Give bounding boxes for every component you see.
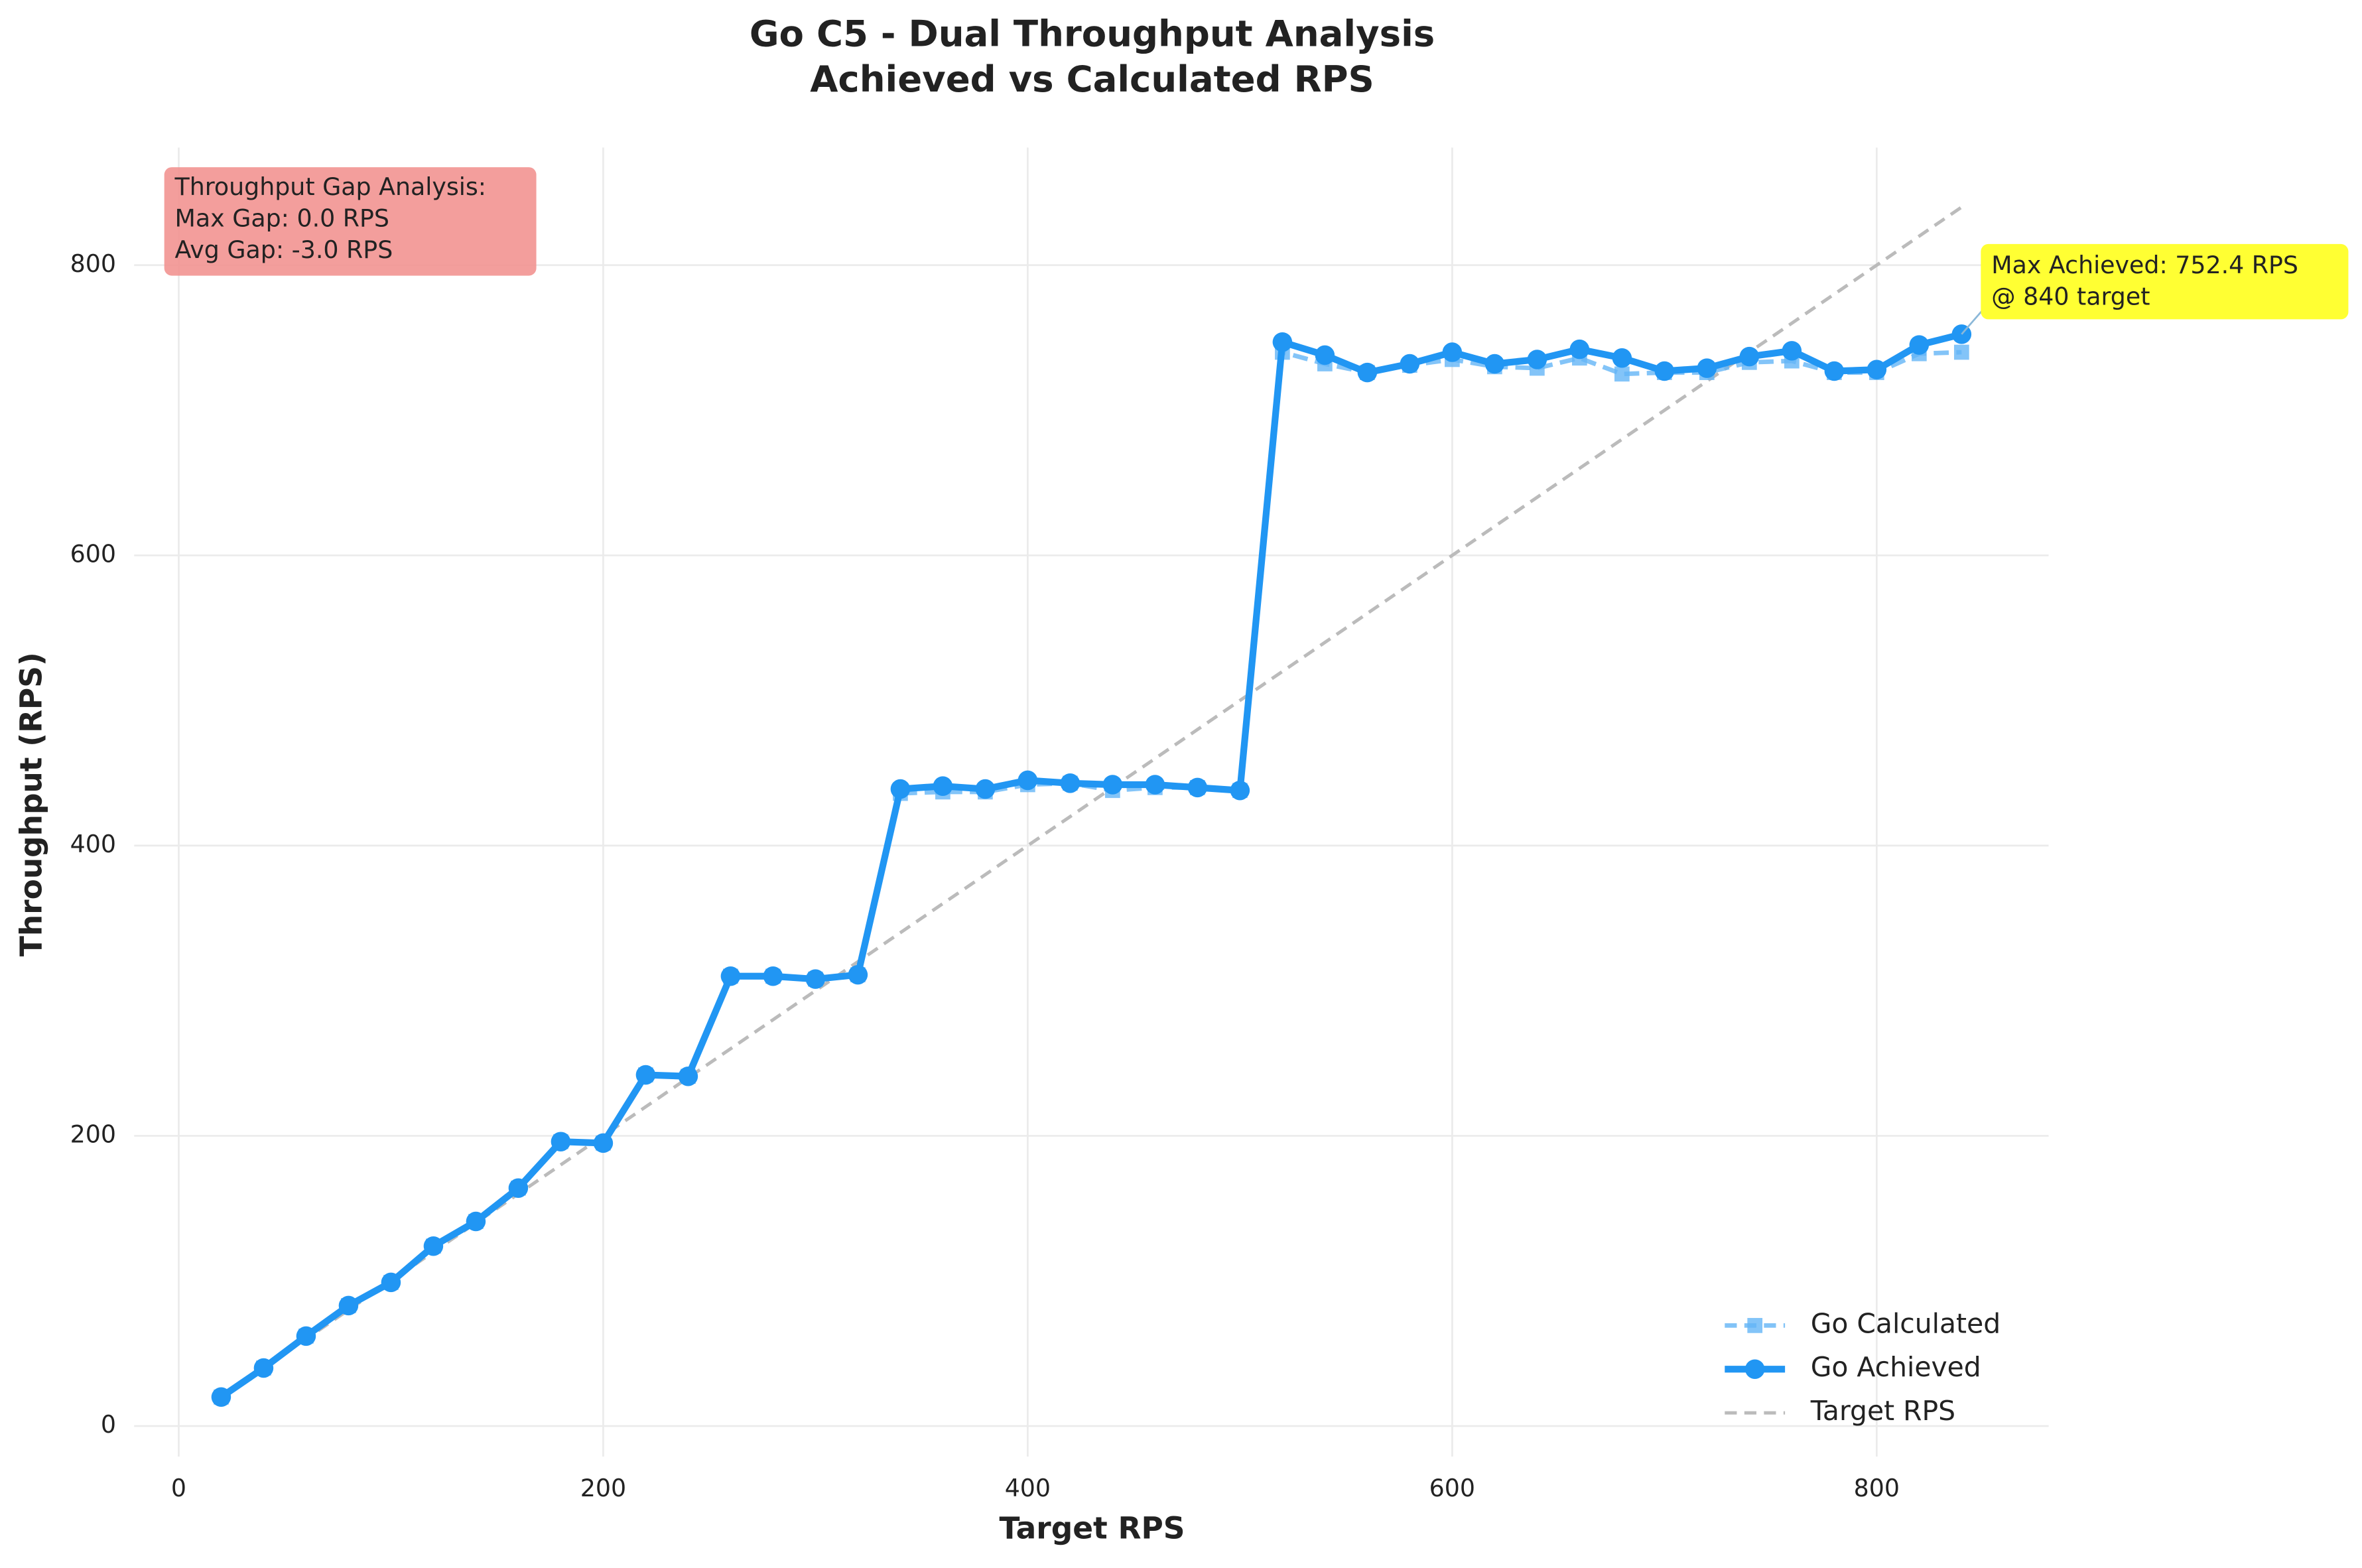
point xyxy=(1060,773,1081,793)
point xyxy=(1272,332,1293,352)
point xyxy=(720,966,741,986)
x-tick-label: 200 xyxy=(580,1474,626,1502)
legend: Go Calculated Go Achieved Target RPS xyxy=(1725,1307,2001,1427)
point xyxy=(1739,346,1760,367)
legend-label: Target RPS xyxy=(1810,1395,1955,1427)
point xyxy=(763,966,783,986)
point xyxy=(1187,777,1208,798)
annotation-text: Avg Gap: -3.0 RPS xyxy=(175,235,393,264)
point xyxy=(211,1387,231,1407)
point xyxy=(1400,354,1420,374)
point xyxy=(1953,344,1969,360)
point xyxy=(805,969,826,989)
point xyxy=(1867,359,1887,380)
x-tick-label: 400 xyxy=(1005,1474,1051,1502)
x-axis-label: Target RPS xyxy=(1000,1511,1185,1546)
annotation-box xyxy=(1981,243,2349,320)
point xyxy=(635,1065,656,1085)
y-tick-label: 200 xyxy=(70,1120,116,1148)
point xyxy=(593,1133,614,1153)
point xyxy=(1824,361,1845,381)
chart-title: Go C5 - Dual Throughput Analysis xyxy=(750,13,1435,55)
x-tick-label: 600 xyxy=(1429,1474,1475,1502)
y-tick-label: 400 xyxy=(70,830,116,858)
point xyxy=(1145,775,1165,795)
point xyxy=(1569,339,1590,359)
point xyxy=(338,1295,359,1316)
annotation-text: Throughput Gap Analysis: xyxy=(174,172,486,201)
legend-label: Go Calculated xyxy=(1811,1307,2001,1339)
y-tick-label: 800 xyxy=(70,249,116,278)
point xyxy=(508,1178,529,1198)
chart-title: Achieved vs Calculated RPS xyxy=(810,58,1374,100)
annotation-text: Max Achieved: 752.4 RPS xyxy=(1991,251,2298,279)
point xyxy=(933,776,953,796)
point xyxy=(551,1132,571,1151)
annotation-box xyxy=(164,167,537,276)
legend-label: Go Achieved xyxy=(1811,1351,1981,1383)
y-axis-label: Throughput (RPS) xyxy=(14,652,49,956)
point xyxy=(1614,366,1630,382)
max-annotation: Max Achieved: 752.4 RPS @ 840 target xyxy=(1961,243,2349,335)
point xyxy=(296,1326,316,1346)
point xyxy=(1442,342,1463,362)
point xyxy=(1612,348,1632,368)
point xyxy=(1315,345,1335,365)
point xyxy=(253,1358,274,1378)
y-tick-label: 0 xyxy=(101,1410,116,1439)
point xyxy=(890,779,911,799)
x-tick-label: 800 xyxy=(1854,1474,1900,1502)
annotation-text: Max Gap: 0.0 RPS xyxy=(175,204,389,233)
x-tick-label: 0 xyxy=(171,1474,186,1502)
point xyxy=(423,1236,444,1256)
point xyxy=(678,1066,698,1086)
point xyxy=(466,1211,486,1232)
point xyxy=(1484,354,1505,374)
point xyxy=(1697,358,1717,378)
point xyxy=(1782,341,1802,361)
point xyxy=(848,964,868,985)
legend-marker xyxy=(1744,1359,1765,1380)
legend-marker xyxy=(1747,1318,1763,1333)
point xyxy=(1909,335,1930,355)
annotation-text: @ 840 target xyxy=(1991,283,2150,311)
point xyxy=(975,779,996,799)
y-tick-label: 600 xyxy=(70,539,116,568)
point xyxy=(1102,775,1123,795)
point xyxy=(381,1272,401,1293)
point xyxy=(1230,780,1250,801)
point xyxy=(1357,362,1378,383)
point xyxy=(1527,350,1547,369)
point xyxy=(1654,361,1675,381)
point xyxy=(1017,770,1038,791)
gap-annotation: Throughput Gap Analysis: Max Gap: 0.0 RPS… xyxy=(164,167,537,276)
